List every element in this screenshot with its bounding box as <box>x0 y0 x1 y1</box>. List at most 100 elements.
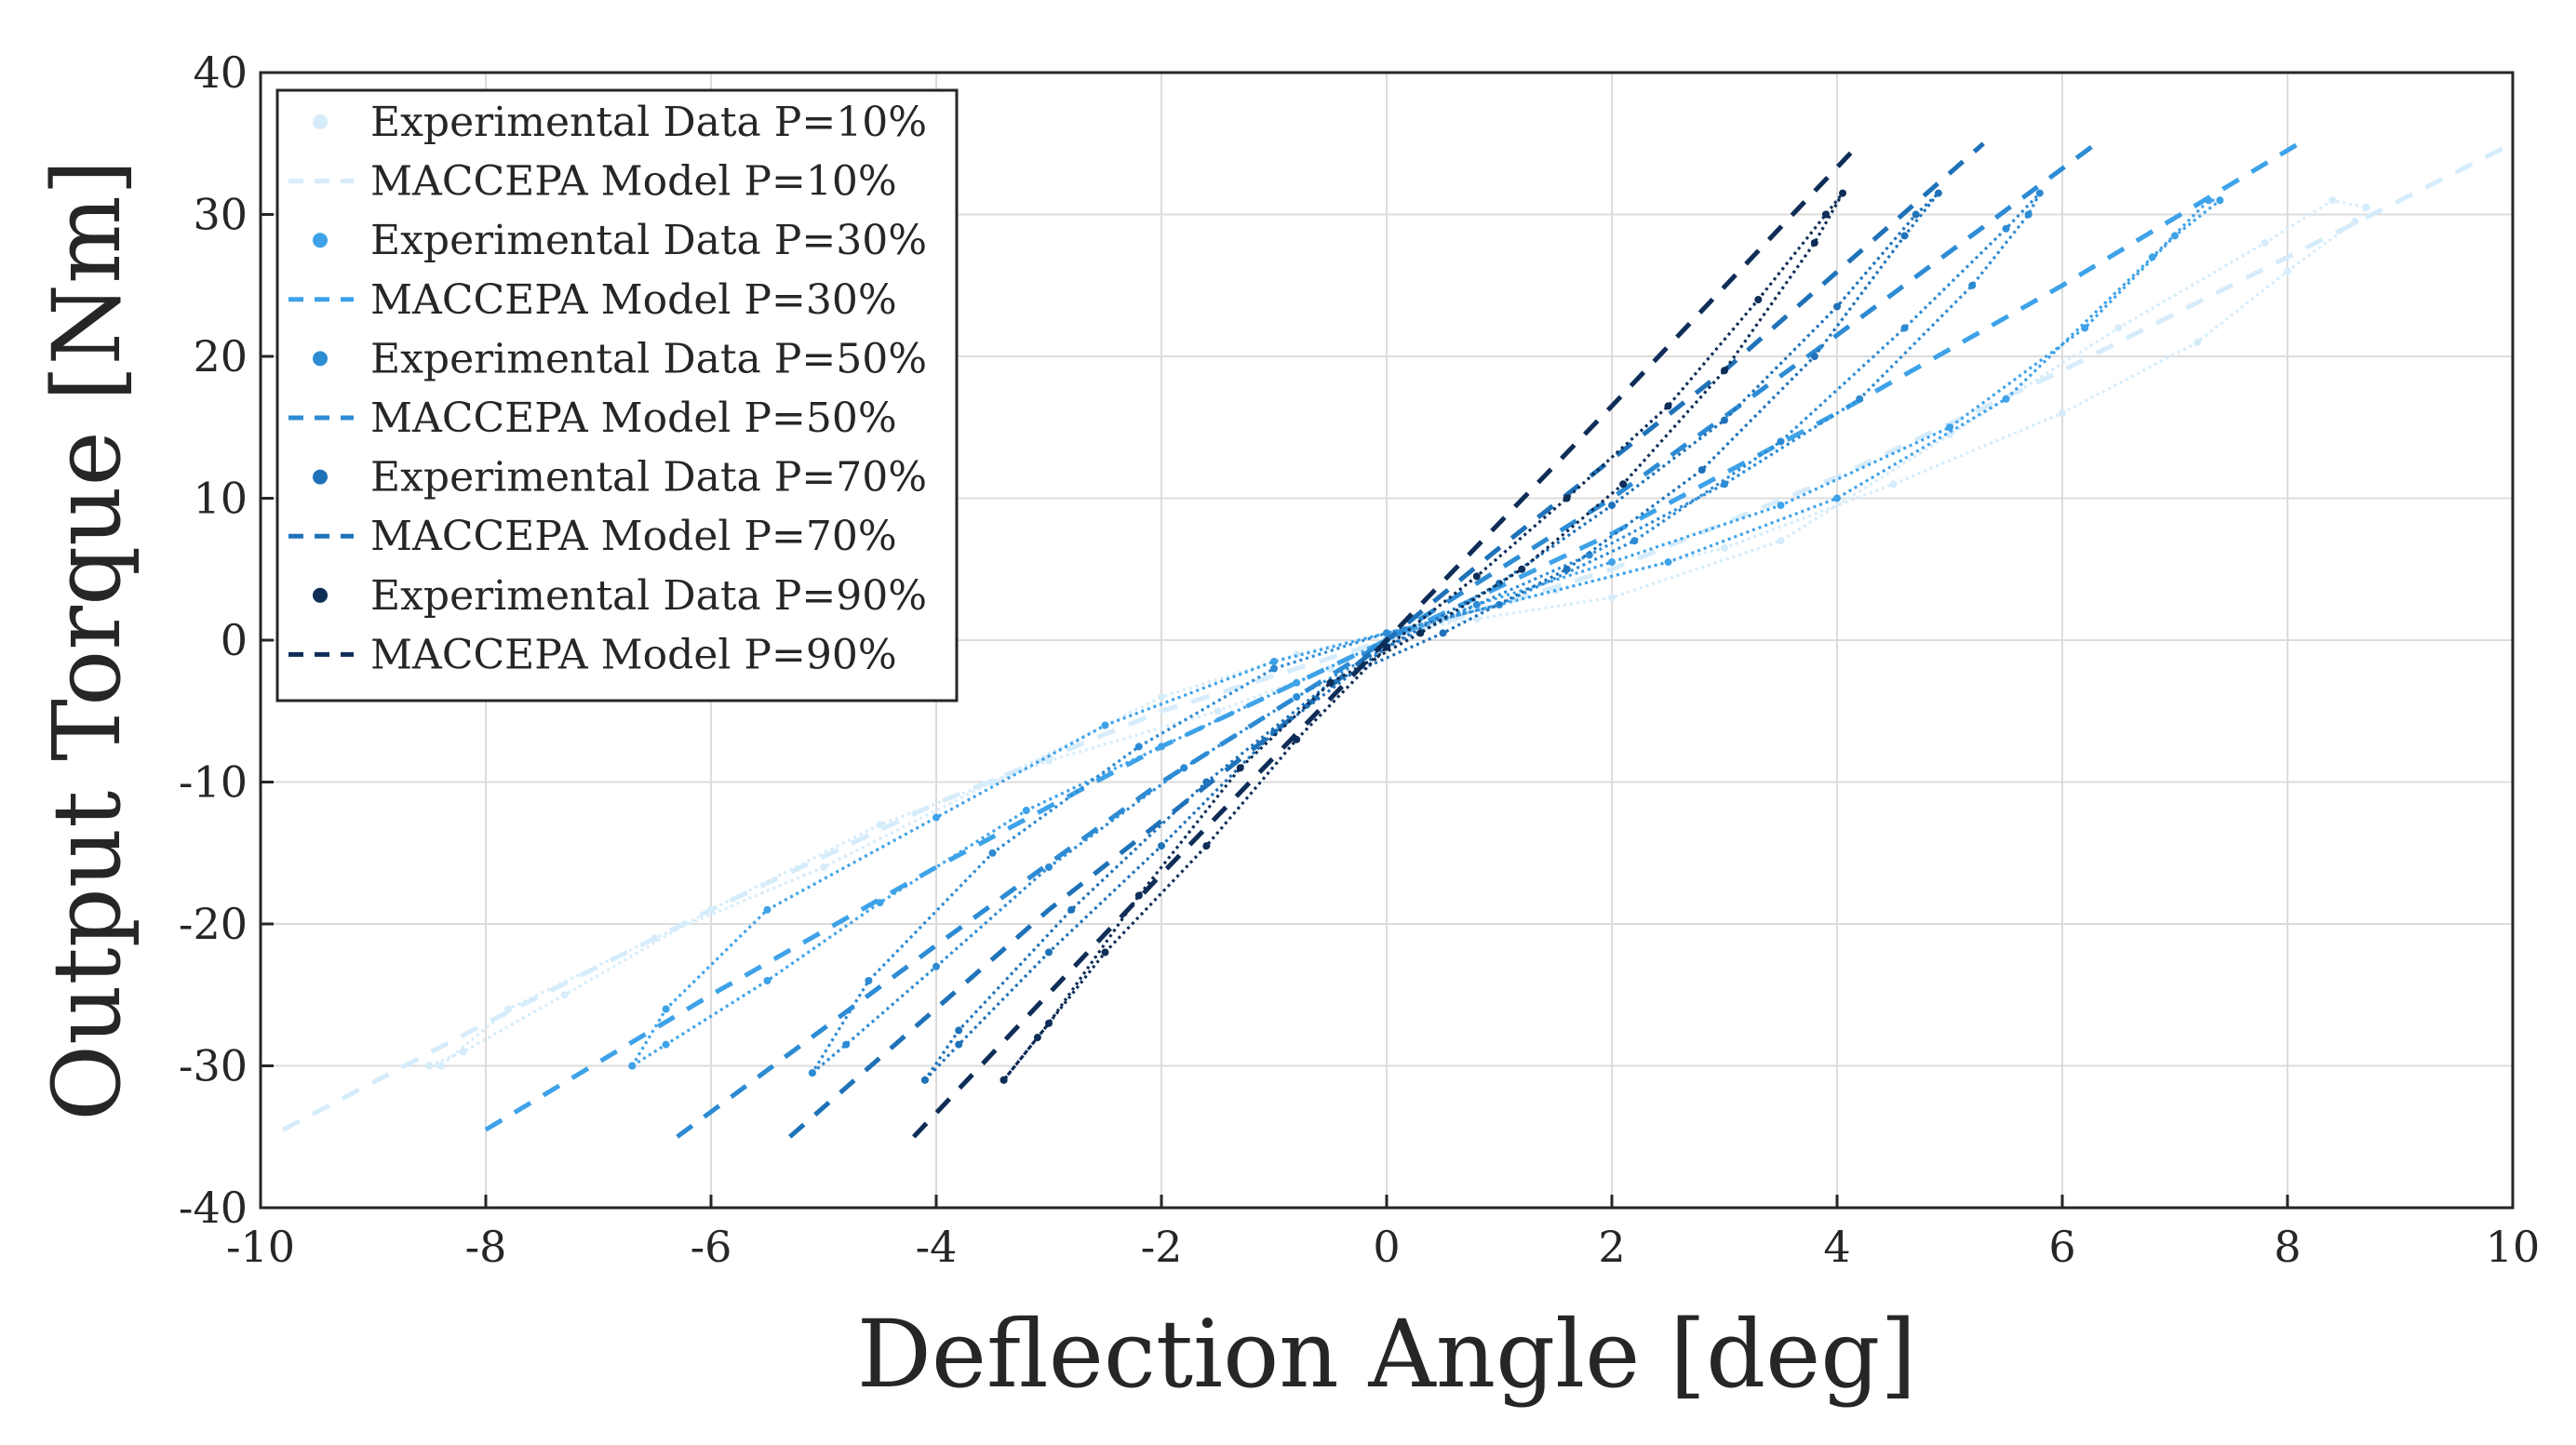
legend-item-1-dot-swatch <box>313 114 328 129</box>
series-7-data-point <box>1608 502 1616 510</box>
series-9-data-loop <box>1002 192 1845 1081</box>
series-9-data-point <box>1134 891 1143 900</box>
series-3-data-point <box>2148 253 2156 261</box>
y-tick-label: -40 <box>179 1183 248 1233</box>
series-6-model-line <box>676 141 2098 1139</box>
series-9-data-point <box>1045 1019 1053 1027</box>
series-5-data-point <box>1777 437 1785 446</box>
series-3-data-point <box>1608 558 1616 567</box>
series-5-data-point <box>1180 764 1188 772</box>
series-9-data-point <box>1033 1034 1041 1041</box>
series-1-data-point <box>1214 707 1222 716</box>
series-7-data-point <box>1563 565 1571 573</box>
legend-item-6-label: MACCEPA Model P=50% <box>370 395 897 442</box>
y-tick-label: -10 <box>179 757 248 808</box>
series-1-data-point <box>1158 693 1165 701</box>
series-5-data-point <box>1630 537 1639 545</box>
x-tick-label: -2 <box>1141 1222 1183 1272</box>
legend-item-8-label: MACCEPA Model P=70% <box>370 513 897 560</box>
legend-item-3-label: Experimental Data P=30% <box>370 217 927 264</box>
x-tick-label: -8 <box>465 1222 507 1272</box>
legend-item-5-dot-swatch <box>313 351 328 367</box>
series-7-data-loop <box>923 192 1940 1081</box>
series-3-data-point <box>763 977 771 984</box>
legend-item-2-label: MACCEPA Model P=10% <box>370 158 897 206</box>
series-5-data-point <box>2002 224 2010 233</box>
legend-item-10-label: MACCEPA Model P=90% <box>370 631 897 678</box>
series-3-data-point <box>1022 807 1030 814</box>
series-1-data-point <box>560 991 569 999</box>
series-5-data-point <box>1134 743 1143 751</box>
series-1-data-point <box>2261 239 2269 247</box>
y-tick-label: 10 <box>193 474 248 524</box>
series-5-data-point <box>1383 629 1390 637</box>
series-1-data-point <box>988 778 997 786</box>
series-3-data-point <box>1270 657 1278 665</box>
series-7-data-point <box>1439 629 1447 637</box>
series-3-data-point <box>2002 395 2010 403</box>
series-1-data-point <box>425 1062 434 1070</box>
legend-item-7-dot-swatch <box>313 469 328 485</box>
series-1-data-point <box>820 863 827 871</box>
y-tick-label: 40 <box>193 47 248 98</box>
series-1-data-point <box>1326 664 1335 673</box>
legend-item-7-label: Experimental Data P=70% <box>370 454 927 502</box>
legend-item-9-label: Experimental Data P=90% <box>370 572 927 620</box>
x-tick-label: -10 <box>226 1222 295 1272</box>
legend-item-5-label: Experimental Data P=50% <box>370 335 927 382</box>
series-1-data-point <box>1608 594 1616 602</box>
series-3-data-point <box>2081 324 2089 332</box>
series-9-data-point <box>1236 764 1244 772</box>
series-1-data-point <box>2284 267 2291 275</box>
series-3-data-point <box>1833 494 1841 502</box>
series-9-data-point <box>1619 480 1628 488</box>
series-9-data-point <box>1839 189 1846 197</box>
series-9-data-point <box>1721 367 1728 375</box>
series-4-model-line <box>484 141 2301 1132</box>
series-1-data-point <box>2114 324 2123 332</box>
series-1-data-point <box>1777 537 1785 545</box>
x-axis-title: Deflection Angle [deg] <box>857 1300 1917 1409</box>
series-5-data-point <box>2024 210 2033 219</box>
series-3-data-point <box>876 899 884 907</box>
legend-item-9-dot-swatch <box>313 587 328 603</box>
y-tick-label: -20 <box>179 899 248 949</box>
series-5-data-point <box>1270 664 1278 673</box>
series-3-data-point <box>2171 232 2179 240</box>
series-1-data-point <box>2059 409 2066 417</box>
series-5-data-point <box>1045 863 1053 871</box>
series-5-data-point <box>1472 600 1481 609</box>
series-1-data-point <box>2328 196 2337 205</box>
series-9-data-point <box>1810 239 1818 247</box>
series-7-data-point <box>1934 189 1942 197</box>
series-3-data-point <box>763 905 771 914</box>
x-tick-label: 4 <box>1823 1222 1850 1272</box>
series-9-data-point <box>1101 948 1109 957</box>
series-5-data-point <box>932 962 940 970</box>
series-5-data-point <box>1968 281 1977 289</box>
series-5-data-point <box>1856 395 1864 403</box>
series-5-data-point <box>1293 693 1301 701</box>
series-1-data-point <box>1889 480 1898 488</box>
x-tick-label: 10 <box>2486 1222 2541 1272</box>
x-tick-label: -4 <box>916 1222 958 1272</box>
series-7-data-point <box>1900 232 1909 240</box>
series-3-data-point <box>1101 721 1109 729</box>
series-9-data-point <box>1563 494 1571 502</box>
series-9-data-point <box>1518 565 1526 573</box>
y-tick-label: -30 <box>179 1041 248 1091</box>
y-tick-label: 30 <box>193 190 248 240</box>
series-7-data-point <box>1810 353 1818 360</box>
legend-item-3-dot-swatch <box>313 233 328 248</box>
series-5-data-point <box>2035 189 2044 197</box>
series-3-data-point <box>932 813 940 822</box>
series-5-data-point <box>808 1069 816 1077</box>
series-9-data-point <box>1472 572 1481 581</box>
series-9-data-point <box>1416 629 1425 637</box>
series-1-data-point <box>2194 338 2202 346</box>
legend-box <box>275 88 959 702</box>
series-3-data-point <box>1664 558 1672 567</box>
series-3-data-point <box>1946 423 1953 432</box>
